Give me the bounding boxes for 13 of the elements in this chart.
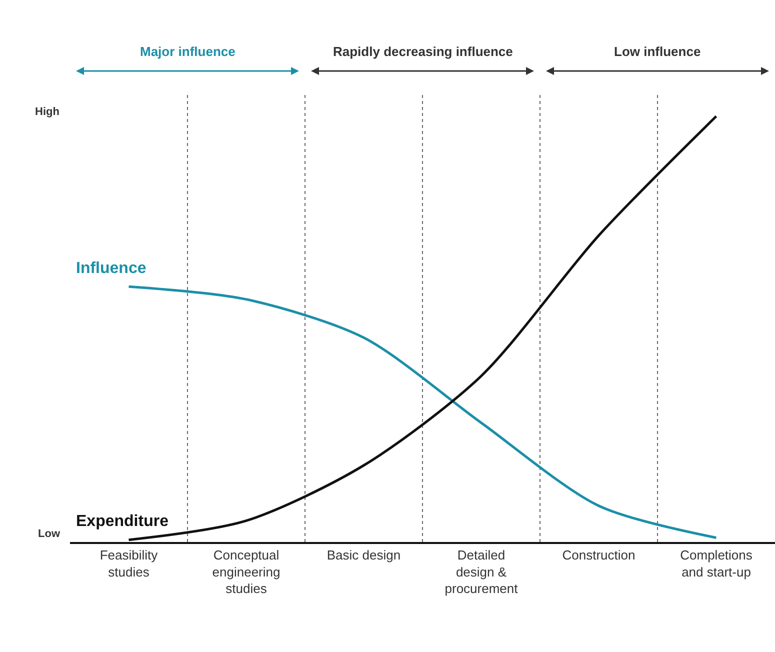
series-label: Expenditure (76, 513, 169, 530)
x-tick-label: Basic design (326, 547, 401, 562)
text: Low (38, 528, 60, 540)
x-tick-label: Completions and start-up (680, 547, 753, 580)
text: Low influence (614, 44, 701, 59)
x-tick-label: Conceptual engineering studies (212, 547, 280, 596)
x-tick-label: Feasibility studies (100, 547, 158, 580)
x-tick-label: Detailed design & procurement (444, 547, 518, 596)
x-tick-label: Construction (562, 547, 636, 562)
text: Rapidly decreasing influence (333, 44, 513, 59)
text: High (35, 106, 60, 118)
text: Major influence (140, 44, 236, 59)
series-label: Influence (76, 260, 146, 277)
